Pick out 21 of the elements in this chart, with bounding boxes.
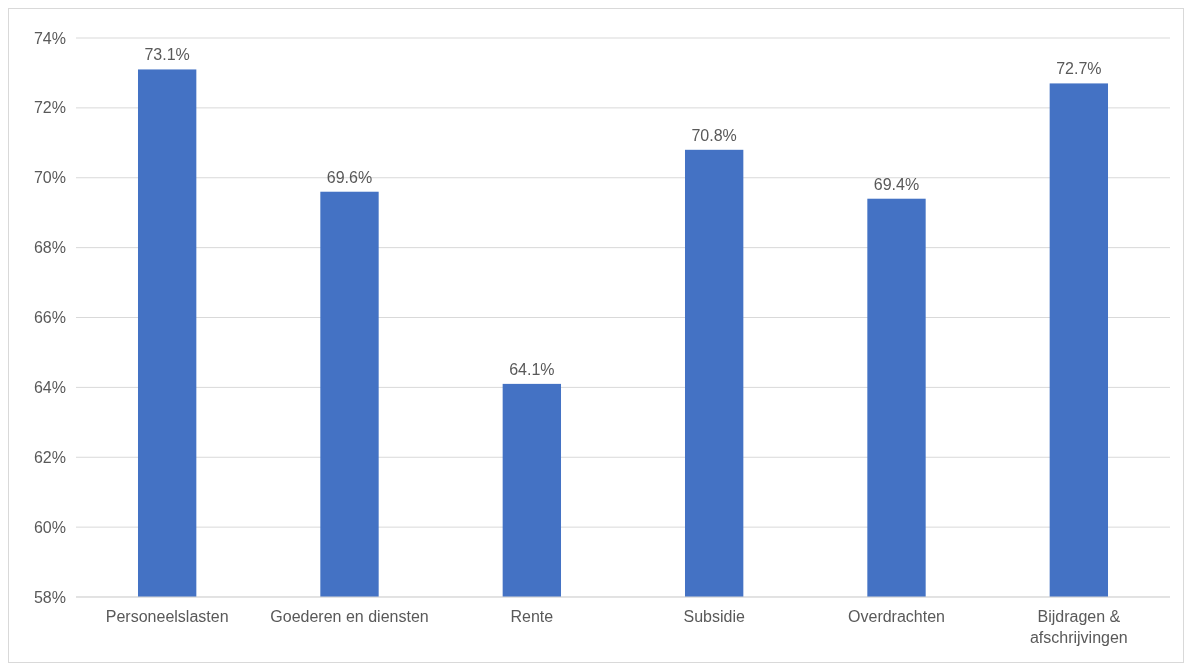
y-tick-label: 66% — [33, 309, 66, 327]
data-label: 69.6% — [326, 168, 373, 186]
x-tick-label: Rente — [510, 608, 554, 625]
y-tick-label: 74% — [33, 29, 66, 47]
y-tick-label: 72% — [33, 99, 66, 117]
x-tick-label: Overdrachten — [848, 608, 945, 625]
y-tick-label: 58% — [33, 588, 66, 606]
data-label: 70.8% — [691, 126, 737, 144]
y-tick-label: 70% — [33, 169, 66, 187]
x-tick-label: Bijdragen & afschrijvingen — [1029, 608, 1128, 646]
y-tick-label: 60% — [33, 518, 66, 536]
y-tick-label: 62% — [33, 448, 66, 466]
data-label: 64.1% — [509, 360, 555, 378]
x-tick-label: Subsidie — [683, 608, 745, 625]
data-label: 69.4% — [873, 175, 920, 193]
x-tick-label: Goederen en diensten — [270, 608, 429, 625]
data-label: 73.1% — [144, 46, 190, 64]
y-tick-label: 68% — [33, 239, 66, 257]
data-label: 72.7% — [1056, 60, 1102, 78]
x-tick-label: Personeelslasten — [105, 608, 229, 625]
y-tick-label: 64% — [33, 378, 66, 396]
